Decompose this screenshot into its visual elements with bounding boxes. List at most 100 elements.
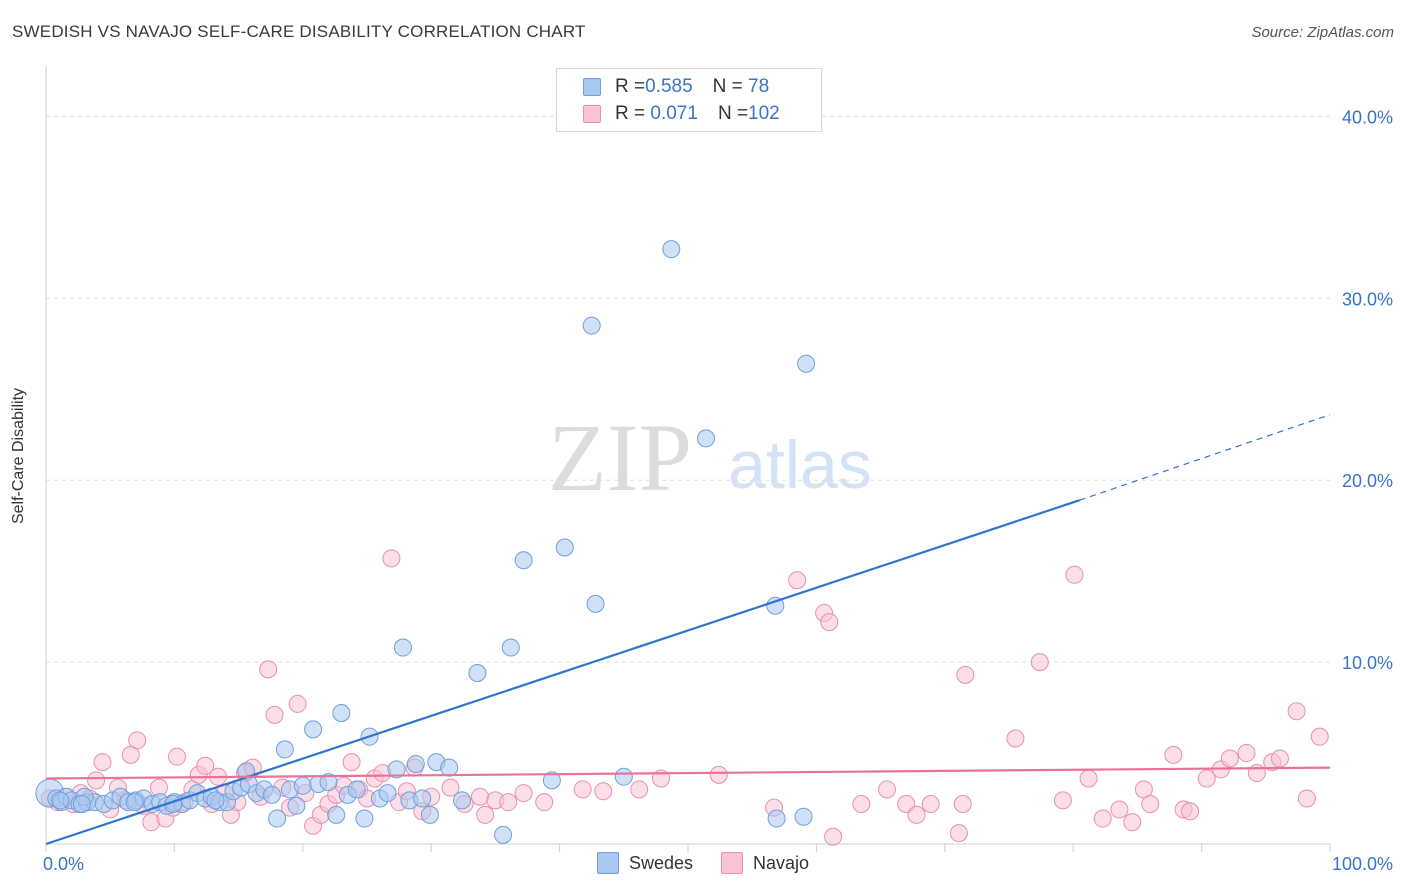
legend-n-value: 78 [742, 76, 770, 97]
swedes-point [614, 767, 633, 786]
navajo-point [1197, 769, 1216, 788]
navajo-point [1181, 802, 1200, 821]
swedes-point [387, 760, 406, 779]
navajo-point [709, 765, 728, 784]
swedes-point [51, 791, 70, 810]
navajo-point [87, 771, 106, 790]
navajo-point [824, 827, 843, 846]
legend-r-value: 0.071 [645, 103, 698, 124]
navajo-point [1030, 653, 1049, 672]
navajo-point [1270, 749, 1289, 768]
navajo-point [1110, 800, 1129, 819]
y-tick-label: 30.0% [1342, 289, 1393, 309]
navajo-point [788, 571, 807, 590]
swedes-point [347, 780, 366, 799]
legend-row-swedes: R = 0.585 N = 78 [583, 75, 769, 99]
navajo-point [1093, 809, 1112, 828]
y-tick-label: 20.0% [1342, 471, 1393, 491]
swedes-point [293, 776, 312, 795]
navajo-point [288, 694, 307, 713]
swedes-point [468, 664, 487, 683]
series-label-swedes: Swedes [628, 852, 693, 873]
navajo-point [852, 794, 871, 813]
navajo-point [196, 756, 215, 775]
legend-row-navajo: R = 0.071 N = 102 [583, 102, 780, 126]
swedes-point [662, 240, 681, 259]
swedes-point [767, 809, 786, 828]
navajo-point [1123, 813, 1142, 832]
swedes-point [413, 789, 432, 808]
swedes-point [766, 596, 785, 615]
y-tick-label: 40.0% [1342, 107, 1393, 127]
legend-n-value: 102 [748, 103, 780, 124]
swedes-point [275, 740, 294, 759]
swedes-point [696, 429, 715, 448]
swedes-point [72, 794, 91, 813]
swedes-point [542, 771, 561, 790]
navajo-point [921, 794, 940, 813]
axes [45, 66, 1331, 852]
navajo-point [499, 793, 518, 812]
navajo-point [476, 805, 495, 824]
navajo-point [382, 549, 401, 568]
navajo-point [1237, 744, 1256, 763]
grid-lines [46, 115, 1330, 663]
swedes-point [420, 805, 439, 824]
swedes-point [378, 784, 397, 803]
swedes-point [206, 791, 225, 810]
swedes-point [453, 791, 472, 810]
tick-labels: 10.0% 20.0% 30.0% 40.0% 0.0% 100.0% [43, 107, 1393, 874]
swedes-trend-extension [1079, 414, 1331, 501]
swedes-point [319, 773, 338, 792]
navajo-point [1287, 702, 1306, 721]
watermark-atlas: atlas [728, 427, 872, 503]
navajo-trend-line [45, 766, 1331, 780]
y-tick-label: 10.0% [1342, 653, 1393, 673]
swedes-point [332, 704, 351, 723]
swedes-points [35, 240, 816, 844]
series-label-navajo: Navajo [753, 852, 810, 873]
navajo-point [573, 780, 592, 799]
chart-title: SWEDISH VS NAVAJO SELF-CARE DISABILITY C… [12, 22, 586, 41]
swedes-point [304, 720, 323, 739]
navajo-point [441, 778, 460, 797]
navajo-point [93, 753, 112, 772]
legend-r-label: R = [615, 103, 646, 124]
legend-n-label: N = [712, 76, 743, 97]
x-tick-label: 0.0% [43, 854, 84, 874]
legend-r-label: R = [615, 76, 646, 97]
navajo-point [878, 780, 897, 799]
swedes-point [582, 316, 601, 335]
navajo-point [956, 665, 975, 684]
legend-n-label: N = [717, 103, 749, 124]
watermark: ZIP atlas [548, 404, 872, 511]
swedes-point [393, 638, 412, 657]
navajo-point [594, 782, 613, 801]
legend-r-value: 0.585 [645, 76, 693, 97]
swedes-point [262, 785, 281, 804]
navajo-point [535, 793, 554, 812]
navajo-point [1220, 749, 1239, 768]
swedes-point [406, 754, 425, 773]
trend-lines [45, 414, 1331, 846]
swedes-point [797, 354, 816, 373]
navajo-point [630, 780, 649, 799]
navajo-point [949, 824, 968, 843]
navajo-point [1164, 745, 1183, 764]
series-swatch-swedes [596, 852, 619, 874]
x-tick-label: 100.0% [1332, 854, 1393, 874]
navajo-point [820, 613, 839, 632]
series-legend: Swedes Navajo [0, 852, 1406, 874]
swedes-point [440, 758, 459, 777]
swedes-point [125, 793, 144, 812]
swedes-point [355, 809, 374, 828]
navajo-point [128, 731, 147, 750]
series-legend-navajo[interactable]: Navajo [721, 852, 809, 874]
navajo-point [167, 747, 186, 766]
swedes-point [287, 796, 306, 815]
swedes-point [501, 638, 520, 657]
navajo-point [1065, 565, 1084, 584]
series-legend-swedes[interactable]: Swedes [596, 852, 693, 874]
navajo-point [342, 753, 361, 772]
